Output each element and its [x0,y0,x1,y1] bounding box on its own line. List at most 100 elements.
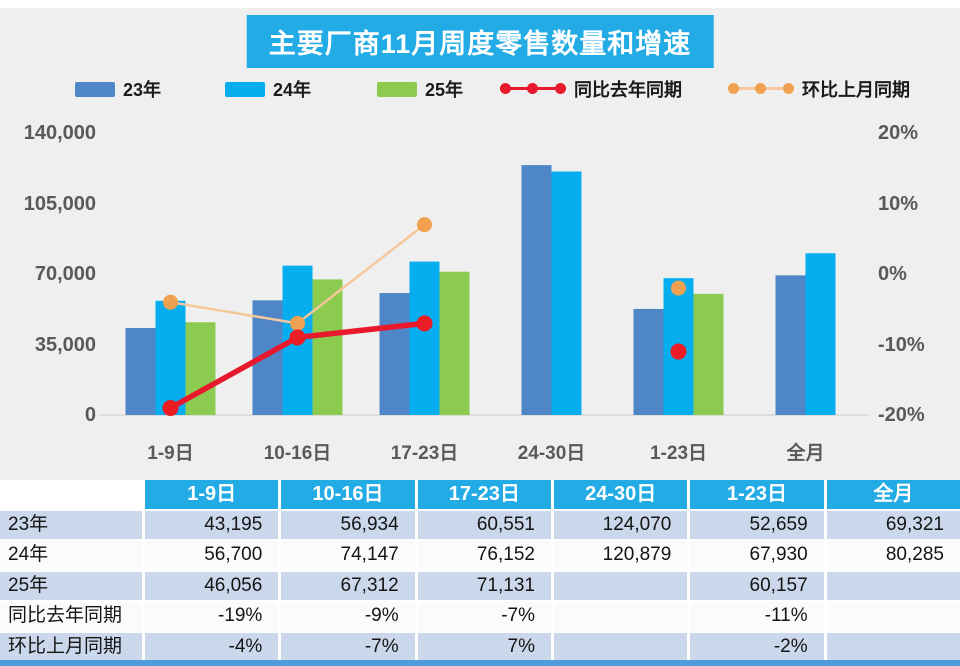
table-cell: 56,934 [281,510,415,539]
bar-24年-1-9日 [155,300,186,415]
legend-swatch-25y [377,81,417,97]
table-cell: 67,930 [690,541,824,570]
legend-item-25y: 25年 [377,76,463,102]
table-header-cell: 1-23日 [690,480,824,509]
legend-label: 24年 [273,80,312,100]
bar-25年-10-16日 [312,279,343,415]
chart-title: 主要厂商11月周度零售数量和增速 [246,15,714,68]
legend-line-marker-yoy-icon [500,81,566,97]
table-cell: 69,321 [826,510,960,539]
table-row-label: 环比上月同期 [0,632,142,661]
table-header-cell: 10-16日 [281,480,415,509]
marker-环比上月同期-1-9日 [163,294,178,310]
table-cell: 43,195 [145,510,279,539]
table-cell: -7% [281,632,415,661]
y-axis-tick-left: 35,000 [34,333,96,356]
table-header-cell: 17-23日 [417,480,551,509]
table-row-label: 23年 [0,510,142,539]
legend-item-24y: 24年 [225,76,311,102]
table-cell: -11% [690,602,824,631]
legend-dot [755,83,766,94]
bar-23年-24-30日 [521,165,552,415]
bar-24年-全月 [805,253,836,415]
bottom-accent-strip [0,660,960,666]
marker-同比去年同期-17-23日 [416,315,433,332]
bar-24年-24-30日 [551,171,582,415]
legend-swatch-23y [75,81,115,97]
marker-环比上月同期-1-23日 [671,280,686,296]
table-cell: 60,551 [417,510,551,539]
table-cell: 80,285 [826,541,960,570]
table-row-label: 24年 [0,541,142,570]
table-header-cell: 1-9日 [145,480,279,509]
legend-dot [500,83,511,94]
table-header-cell: 24-30日 [553,480,688,509]
y-axis-tick-right: -10% [878,333,925,356]
table-cell [826,571,960,600]
y-axis-tick-left: 140,000 [23,122,96,144]
bar-25年-1-9日 [185,322,216,415]
marker-环比上月同期-17-23日 [417,217,432,233]
legend-dot [527,83,538,94]
bar-25年-17-23日 [439,271,470,415]
y-axis-tick-left: 105,000 [23,192,96,215]
marker-同比去年同期-1-23日 [670,343,687,360]
y-axis-tick-right: 0% [878,263,907,285]
bar-23年-17-23日 [379,293,410,415]
x-axis-label: 17-23日 [390,443,459,464]
legend-line-marker-mom-icon [728,81,794,97]
table-cell: -9% [281,602,415,631]
legend-item-23y: 23年 [75,76,161,102]
table-cell: 46,056 [145,571,279,600]
legend-item-mom: 环比上月同期 [728,76,910,102]
table-cell: 74,147 [281,541,415,570]
legend-dot [555,83,566,94]
x-axis-label: 24-30日 [517,443,586,464]
table-cell: 120,879 [553,541,688,570]
y-axis-tick-right: -20% [878,404,925,426]
table-cell [826,632,960,661]
table-cell: 67,312 [281,571,415,600]
bar-23年-1-9日 [125,327,156,415]
marker-同比去年同期-10-16日 [289,329,306,346]
table-cell: -7% [417,602,551,631]
legend-dot [783,83,794,94]
table-cell: -19% [145,602,279,631]
bar-25年-1-23日 [693,293,724,415]
marker-环比上月同期-10-16日 [290,315,305,331]
legend-label: 同比去年同期 [574,80,682,100]
table-cell: 124,070 [553,510,688,539]
y-axis-tick-right: 10% [878,192,919,215]
x-axis-label: 1-23日 [649,443,708,464]
table-cell: 71,131 [417,571,551,600]
table-cell: -2% [690,632,824,661]
table-cell: -4% [145,632,279,661]
table-cell: 76,152 [417,541,551,570]
bar-23年-1-23日 [633,308,664,415]
table-cell: 7% [417,632,551,661]
x-axis-label: 全月 [786,443,825,464]
legend-label: 环比上月同期 [802,80,910,100]
table-cell: 52,659 [690,510,824,539]
table-cell [826,602,960,631]
y-axis-tick-right: 20% [878,122,919,144]
y-axis-tick-left: 0 [84,404,96,426]
table-header-cell: 全月 [826,480,960,509]
bar-24年-17-23日 [409,261,440,415]
x-axis-label: 10-16日 [263,443,332,464]
data-table: 1-9日 10-16日 17-23日 24-30日 1-23日 全月 23年 43,195 56… [0,480,960,661]
x-axis-label: 1-9日 [147,443,194,464]
legend-dot [728,83,739,94]
table-cell [553,632,688,661]
table-cell: 56,700 [145,541,279,570]
legend-swatch-24y [225,81,265,97]
table-cell [553,571,688,600]
table-row-label: 同比去年同期 [0,602,142,631]
marker-同比去年同期-1-9日 [162,399,179,416]
table-cell: 60,157 [690,571,824,600]
legend-item-yoy: 同比去年同期 [500,76,682,102]
y-axis-tick-left: 70,000 [34,263,96,285]
table-cell [553,602,688,631]
